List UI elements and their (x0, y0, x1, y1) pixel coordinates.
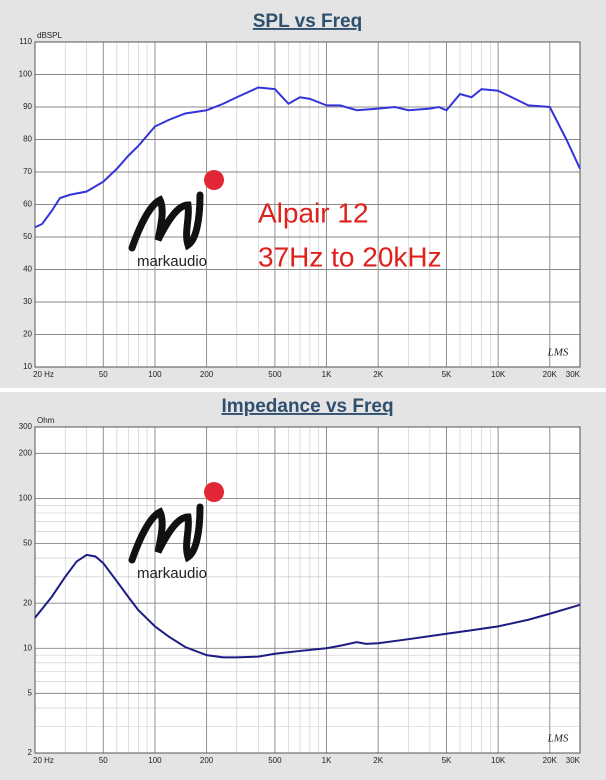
logo-mark (128, 503, 204, 564)
logo-dot (204, 482, 224, 502)
y-tick-label: 5 (28, 688, 33, 697)
y-unit: Ohm (37, 416, 55, 425)
plot-border (34, 426, 581, 754)
y-tick-label: 50 (23, 539, 32, 548)
x-tick-label: 30K (566, 756, 581, 765)
y-tick-label: 10 (23, 643, 32, 652)
y-tick-label: 20 (23, 598, 32, 607)
x-tick-label: 500 (268, 370, 282, 379)
logo-dot (204, 170, 224, 190)
watermark: LMS (547, 733, 569, 745)
y-tick-label: 70 (23, 167, 32, 176)
data-line (34, 86, 581, 229)
x-tick-label: 2K (373, 370, 383, 379)
x-tick-label: 500 (268, 756, 282, 765)
x-tick-label: 20K (543, 370, 558, 379)
y-tick-label: 40 (23, 265, 32, 274)
chart-title: SPL vs Freq (253, 11, 362, 32)
x-tick-label: 50 (99, 370, 108, 379)
x-tick-label: 10K (491, 370, 506, 379)
y-tick-label: 20 (23, 330, 32, 339)
x-tick-label: 100 (148, 370, 162, 379)
x-tick-label: 20K (543, 756, 558, 765)
x-tick-label: 50 (99, 756, 108, 765)
x-tick-label: 20 Hz (33, 370, 54, 379)
y-tick-label: 50 (23, 232, 32, 241)
logo-text: markaudio (137, 253, 207, 270)
x-tick-label: 1K (322, 370, 332, 379)
x-tick-label: 200 (200, 370, 214, 379)
logo-text: markaudio (137, 565, 207, 582)
chart-title: Impedance vs Freq (221, 396, 393, 417)
x-tick-label: 1K (322, 756, 332, 765)
x-tick-label: 5K (442, 756, 452, 765)
y-unit: dBSPL (37, 31, 62, 40)
x-tick-label: 200 (200, 756, 214, 765)
y-tick-label: 60 (23, 200, 32, 209)
logo-mark (128, 191, 204, 252)
x-tick-label: 5K (442, 370, 452, 379)
y-tick-label: 2 (28, 748, 33, 757)
y-tick-label: 200 (19, 448, 33, 457)
y-tick-label: 90 (23, 102, 32, 111)
data-line (34, 553, 581, 659)
y-tick-label: 110 (19, 37, 32, 46)
plot-area (35, 427, 580, 753)
y-tick-label: 10 (23, 362, 32, 371)
x-tick-label: 20 Hz (33, 756, 54, 765)
x-tick-label: 2K (373, 756, 383, 765)
x-tick-label: 100 (148, 756, 162, 765)
annotation: Alpair 12 (258, 197, 369, 228)
watermark: LMS (547, 347, 569, 359)
x-tick-label: 10K (491, 756, 506, 765)
y-tick-label: 100 (19, 70, 33, 79)
annotation: 37Hz to 20kHz (258, 241, 442, 272)
y-tick-label: 80 (23, 135, 32, 144)
y-tick-label: 100 (19, 494, 33, 503)
plot-border (34, 41, 581, 368)
y-tick-label: 30 (23, 297, 32, 306)
y-tick-label: 300 (19, 422, 33, 431)
x-tick-label: 30K (566, 370, 581, 379)
